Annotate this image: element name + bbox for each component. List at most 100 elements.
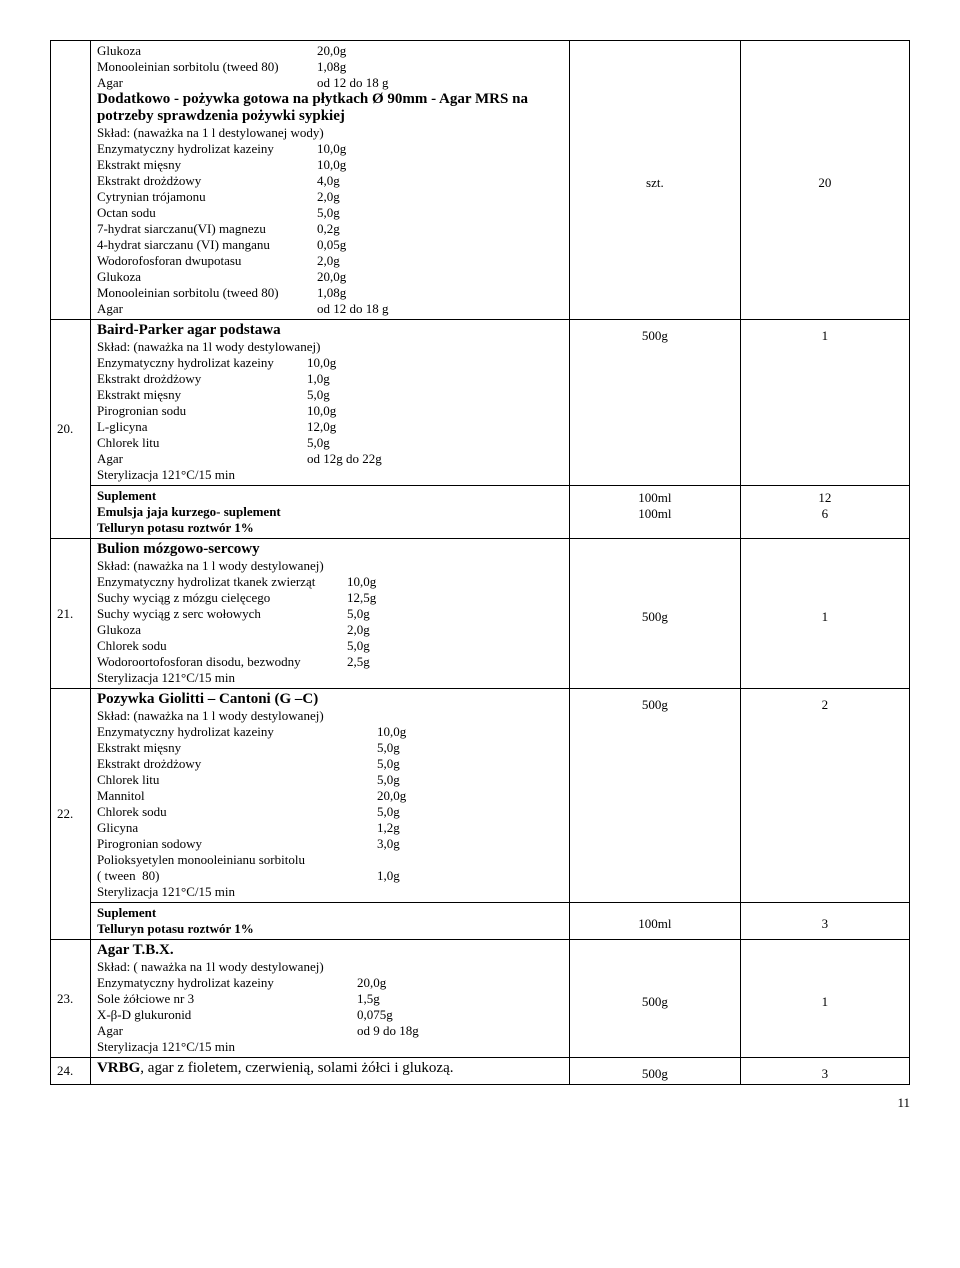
comp-block: Enzymatyczny hydrolizat tkanek zwierząt1… <box>97 574 563 670</box>
comp-value: 20,0g <box>377 788 406 804</box>
row-content: Agar T.B.X. Skład: ( naważka na 1l wody … <box>90 940 569 1058</box>
comp-label: Ekstrakt drożdżowy <box>97 173 317 189</box>
comp-line: 4-hydrat siarczanu (VI) manganu0,05g <box>97 237 563 253</box>
comp-line: Enzymatyczny hydrolizat kazeiny10,0g <box>97 355 563 371</box>
table-row: Glukoza20,0gMonooleinian sorbitolu (twee… <box>51 41 910 320</box>
comp-line: Agarod 12 do 18 g <box>97 301 563 317</box>
comp-label: Suchy wyciąg z serc wołowych <box>97 606 347 622</box>
comp-line: Glukoza20,0g <box>97 43 563 59</box>
comp-value: 0,05g <box>317 237 346 253</box>
comp-line: Chlorek sodu5,0g <box>97 638 563 654</box>
comp-value: 20,0g <box>357 975 386 991</box>
comp-value: 2,0g <box>347 622 370 638</box>
qty-val: 12 <box>747 490 903 506</box>
col-qty: 1 <box>740 940 909 1058</box>
row-extra: Sterylizacja 121°C/15 min <box>97 670 563 686</box>
row-content: Bulion mózgowo-sercowy Skład: (naważka n… <box>90 539 569 689</box>
comp-label: Enzymatyczny hydrolizat kazeiny <box>97 724 377 740</box>
comp-line: Monooleinian sorbitolu (tweed 80)1,08g <box>97 59 563 75</box>
comp-line: Pirogronian sodu10,0g <box>97 403 563 419</box>
comp-line: ( tween 80) 1,0g <box>97 868 563 884</box>
comp-line: Mannitol20,0g <box>97 788 563 804</box>
comp-line: Polioksyetylen monooleinianu sorbitolu <box>97 852 563 868</box>
row-content: Baird-Parker agar podstawa Skład: (naważ… <box>90 320 569 486</box>
comp-label: Ekstrakt mięsny <box>97 157 317 173</box>
comp-label: Enzymatyczny hydrolizat kazeiny <box>97 355 307 371</box>
comp-label: Ekstrakt mięsny <box>97 740 377 756</box>
comp-line: Pirogronian sodowy3,0g <box>97 836 563 852</box>
col-qty: 3 <box>740 1058 909 1085</box>
col-qty: 12 6 <box>740 486 909 539</box>
comp-label: Glukoza <box>97 269 317 285</box>
comp-label: Ekstrakt mięsny <box>97 387 307 403</box>
col-unit: 500g <box>569 940 740 1058</box>
comp-label: Ekstrakt drożdżowy <box>97 371 307 387</box>
supplement-title: Suplement <box>97 488 563 504</box>
row-content: Suplement Telluryn potasu roztwór 1% <box>90 903 569 940</box>
supplement-line: Telluryn potasu roztwór 1% <box>97 921 563 937</box>
page-number: 11 <box>50 1095 910 1111</box>
row-content: VRBG, agar z fioletem, czerwienią, solam… <box>90 1058 569 1085</box>
comp-line: Chlorek sodu5,0g <box>97 804 563 820</box>
comp-line: L-glicyna12,0g <box>97 419 563 435</box>
comp-label: Agar <box>97 1023 357 1039</box>
comp-block: Enzymatyczny hydrolizat kazeiny20,0gSole… <box>97 975 563 1039</box>
comp-line: Enzymatyczny hydrolizat tkanek zwierząt1… <box>97 574 563 590</box>
supplement-title: Suplement <box>97 905 563 921</box>
comp-value: 4,0g <box>317 173 340 189</box>
comp-label: Octan sodu <box>97 205 317 221</box>
comp-value: 5,0g <box>317 205 340 221</box>
comp-label: Chlorek sodu <box>97 638 347 654</box>
comp-label: Wodorofosforan dwupotasu <box>97 253 317 269</box>
comp-value: od 9 do 18g <box>357 1023 419 1039</box>
row-sub: Skład: (naważka na 1 l wody destylowanej… <box>97 708 563 724</box>
row-extra: Sterylizacja 121°C/15 min <box>97 1039 563 1055</box>
col-qty: 3 <box>740 903 909 940</box>
comp-value: od 12 do 18 g <box>317 301 389 317</box>
comp-value: 12,0g <box>307 419 336 435</box>
col-unit: 500g <box>569 320 740 486</box>
comp-label: Agar <box>97 75 317 91</box>
row-content: Glukoza20,0gMonooleinian sorbitolu (twee… <box>90 41 569 320</box>
comp-label: X-β-D glukuronid <box>97 1007 357 1023</box>
comp-label: Wodoroortofosforan disodu, bezwodny <box>97 654 347 670</box>
row-num: 24. <box>51 1058 91 1085</box>
row-title: Baird-Parker agar podstawa <box>97 322 563 339</box>
comp-block: Enzymatyczny hydrolizat kazeiny10,0gEkst… <box>97 141 563 317</box>
qty-val: 100ml <box>576 490 734 506</box>
comp-line: Agarod 12g do 22g <box>97 451 563 467</box>
comp-line: Enzymatyczny hydrolizat kazeiny10,0g <box>97 141 563 157</box>
comp-value: od 12 do 18 g <box>317 75 389 91</box>
comp-value: 20,0g <box>317 43 346 59</box>
comp-value: 5,0g <box>377 740 400 756</box>
comp-line: Wodoroortofosforan disodu, bezwodny2,5g <box>97 654 563 670</box>
row-sub: Skład: (naważka na 1 l destylowanej wody… <box>97 125 563 141</box>
table-row: Suplement Emulsja jaja kurzego- suplemen… <box>51 486 910 539</box>
comp-label: Chlorek litu <box>97 772 377 788</box>
comp-value: 1,2g <box>377 820 400 836</box>
comp-label: Agar <box>97 451 307 467</box>
comp-line: Ekstrakt drożdżowy5,0g <box>97 756 563 772</box>
comp-label: Chlorek litu <box>97 435 307 451</box>
comp-value: 0,075g <box>357 1007 393 1023</box>
comp-value: 10,0g <box>347 574 376 590</box>
comp-label: Enzymatyczny hydrolizat tkanek zwierząt <box>97 574 347 590</box>
comp-value: 5,0g <box>307 435 330 451</box>
comp-label: Monooleinian sorbitolu (tweed 80) <box>97 59 317 75</box>
supplement-line: Telluryn potasu roztwór 1% <box>97 520 563 536</box>
comp-line: Chlorek litu5,0g <box>97 435 563 451</box>
row-num: 23. <box>51 940 91 1058</box>
comp-label: Pirogronian sodu <box>97 403 307 419</box>
row-sub: Skład: (naważka na 1l wody destylowanej) <box>97 339 563 355</box>
comp-line: Chlorek litu5,0g <box>97 772 563 788</box>
col-unit: szt. <box>569 41 740 320</box>
row-num: 20. <box>51 320 91 539</box>
comp-value: 3,0g <box>377 836 400 852</box>
row-num: 22. <box>51 689 91 940</box>
row-title: Dodatkowo - pożywka gotowa na płytkach Ø… <box>97 91 563 125</box>
comp-label: ( tween 80) <box>97 868 377 884</box>
qty-val: 100ml <box>576 506 734 522</box>
table-row: 22. Pozywka Giolitti – Cantoni (G –C) Sk… <box>51 689 910 903</box>
comp-line: Wodorofosforan dwupotasu2,0g <box>97 253 563 269</box>
comp-label: Enzymatyczny hydrolizat kazeiny <box>97 975 357 991</box>
